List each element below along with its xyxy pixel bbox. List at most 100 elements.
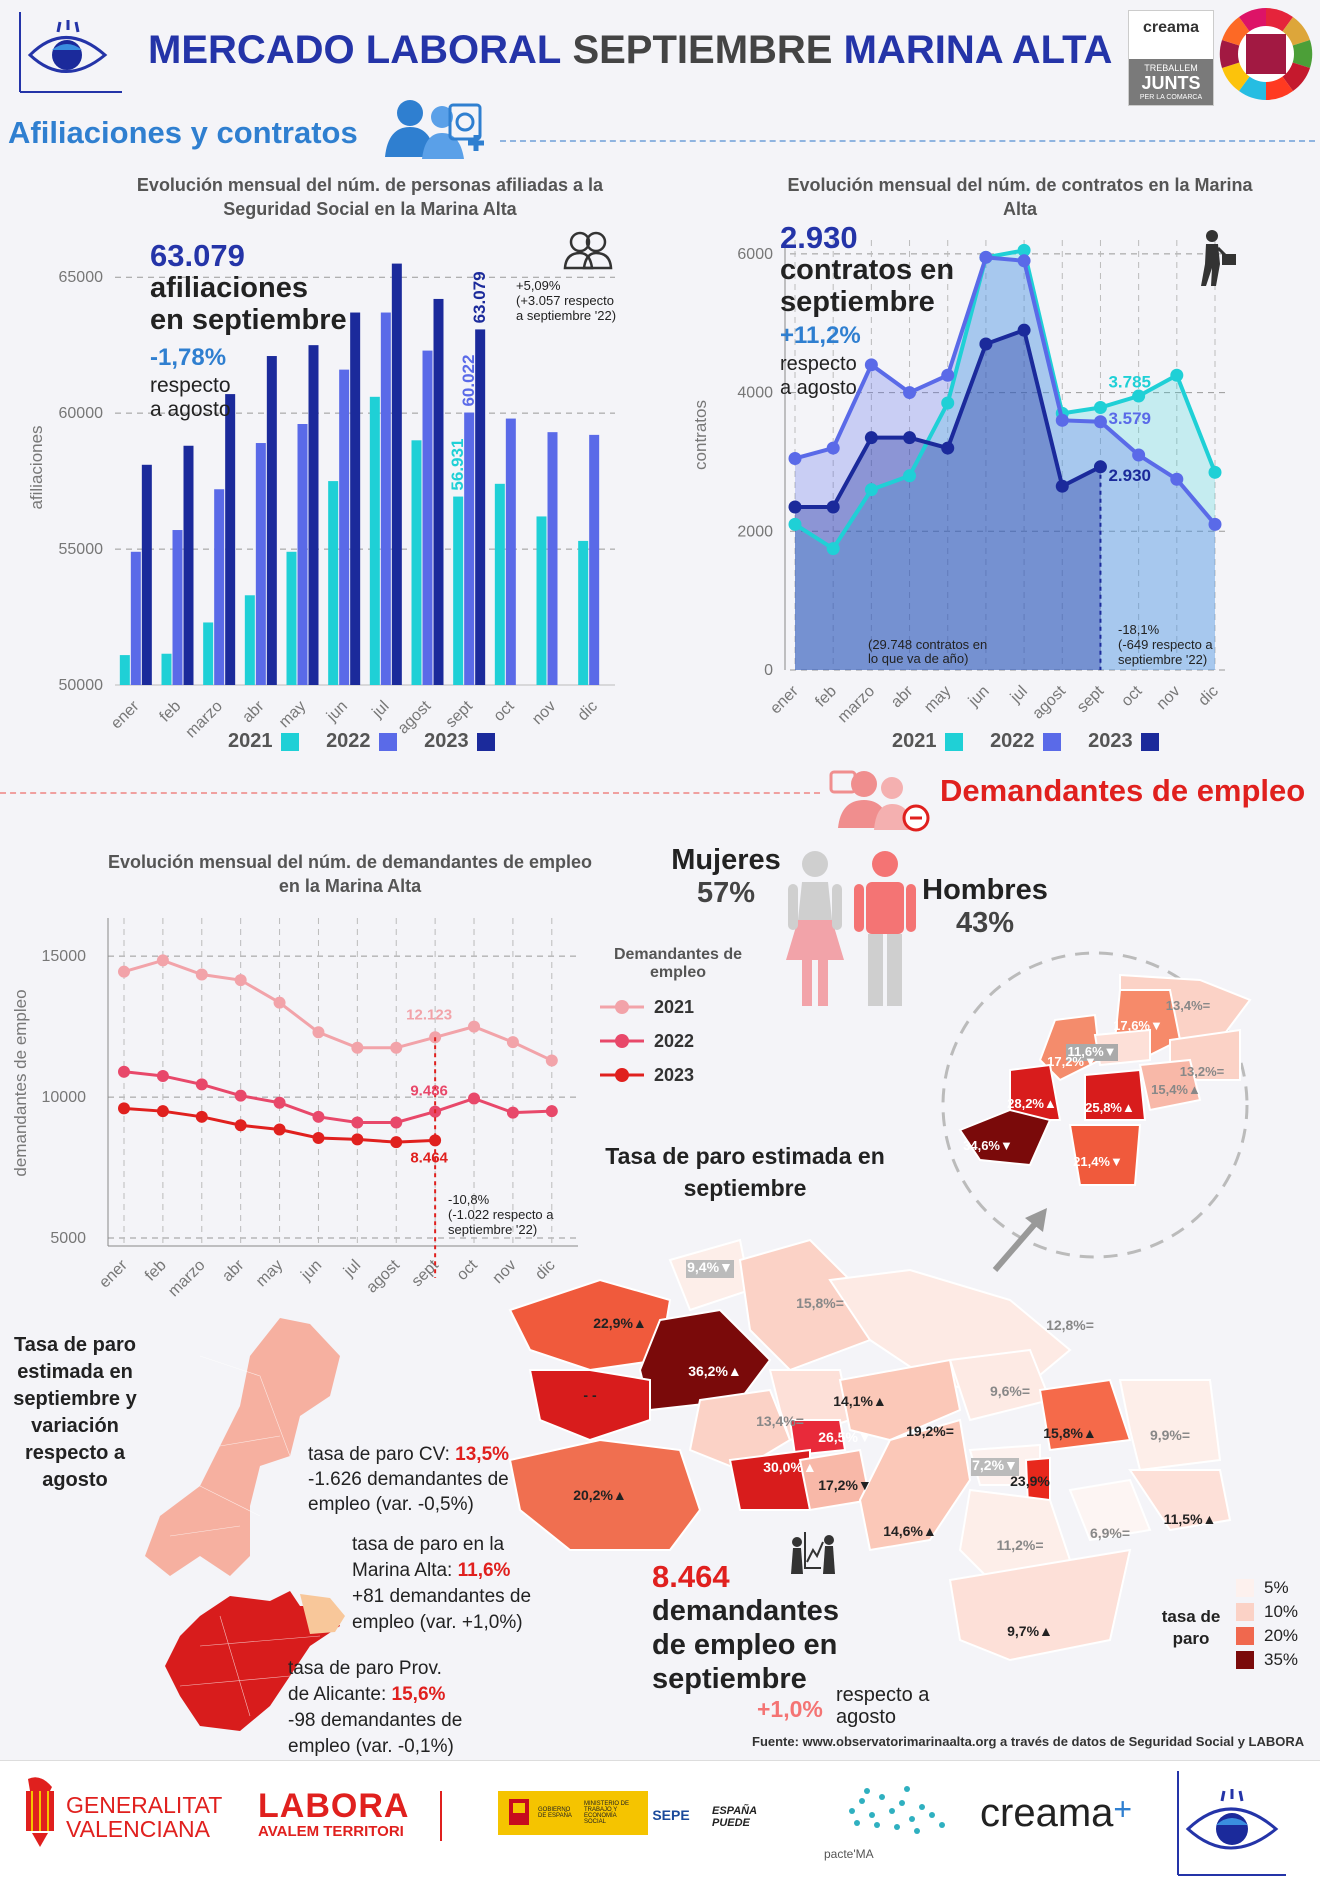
contracts-note1: (29.748 contratos en — [868, 637, 988, 652]
map-region-label: 9,9%= — [1150, 1427, 1190, 1443]
contracts-x-tick: dic — [1195, 683, 1221, 709]
contracts-x-tick: abr — [888, 682, 917, 711]
junts-box: TREBALLEM JUNTS PER LA COMARCA — [1129, 59, 1213, 105]
affiliations-data-label: 63.079 — [470, 271, 489, 323]
affiliations-legend: 2021 2022 2023 — [228, 730, 517, 753]
valencia-title1: Tasa de paro — [14, 1334, 136, 1356]
map-big-text1: demandantes — [652, 1595, 839, 1627]
legend-2023-label: 2023 — [1088, 730, 1133, 752]
demand-x-tick: jul — [340, 1257, 364, 1281]
affiliations-caption-line1: Evolución mensual del núm. de personas a… — [136, 175, 604, 195]
legend-2022-swatch — [1042, 732, 1061, 751]
map-title: Tasa de paro estimada en septiembre — [590, 1140, 900, 1204]
al-line4: empleo (var. -0,1%) — [288, 1736, 454, 1757]
legend-2023-label: 2023 — [424, 730, 469, 752]
contracts-yoy1: -18,1% — [1118, 622, 1160, 637]
demand-x-tick: ener — [96, 1256, 131, 1291]
contracts-line-2021 — [793, 248, 1217, 552]
affiliations-yoy: +5,09% (+3.057 respecto a septiembre '22… — [516, 278, 616, 323]
affiliations-y-tick: 65000 — [59, 269, 104, 286]
affiliations-bar-2022-jul — [380, 312, 391, 685]
demand-x-tick: marzo — [165, 1257, 209, 1301]
footer-creama-plus-icon: + — [1113, 1791, 1133, 1827]
men-label: Hombres — [922, 874, 1048, 906]
map-legend-title: tasa de paro — [1150, 1606, 1232, 1650]
map-region-label: 11,5%▲ — [1164, 1511, 1217, 1527]
affiliations-bar-2021-agost — [411, 440, 422, 685]
contracts-point-2021 — [788, 517, 802, 531]
contracts-point-2022 — [979, 250, 993, 264]
contracts-point-2021 — [826, 542, 840, 556]
region-21 — [1068, 1478, 1152, 1542]
map-region-label: 12,8%= — [1046, 1317, 1094, 1333]
map-headline: 8.464 demandantes de empleo en septiembr… — [652, 1560, 839, 1696]
affiliations-bar-2021-feb — [161, 653, 172, 685]
demand-yoy: -10,8% (-1.022 respecto a septiembre '22… — [448, 1192, 554, 1237]
job-seekers-icon — [829, 770, 930, 832]
demand-legend-2023-marker — [600, 1068, 644, 1082]
worker-briefcase-icon — [1201, 230, 1236, 286]
contracts-point-2021 — [1208, 465, 1222, 479]
legend-2021-label: 2021 — [892, 730, 937, 752]
map-legend-title2: paro — [1172, 1629, 1210, 1648]
demand-legend-2021: 2021 — [598, 990, 758, 1024]
demand-point-2022 — [506, 1106, 519, 1119]
affiliations-bar-2023-may — [308, 345, 319, 685]
demand-legend-2023: 2023 — [598, 1058, 758, 1092]
affiliations-data-label: 60.022 — [459, 355, 478, 407]
labora-logo: LABORA AVALEM TERRITORI — [258, 1789, 409, 1840]
contracts-change: +11,2% — [780, 322, 861, 349]
contracts-data-label: 2.930 — [1108, 466, 1151, 485]
demand-yoy3: septiembre '22) — [448, 1222, 538, 1237]
contracts-caption-line2: Alta — [1002, 199, 1037, 219]
contracts-big-number: 2.930 — [780, 220, 858, 255]
section-divider-1 — [500, 140, 1315, 142]
legend-2022-label: 2022 — [990, 730, 1035, 752]
labora-line1: LABORA — [258, 1787, 410, 1825]
zoom-region-label: 28,2%▲ — [1007, 1096, 1057, 1111]
map-region-label: 17,2%▼ — [818, 1477, 872, 1493]
region-10 — [838, 1358, 962, 1442]
demand-x-tick: sept — [409, 1256, 443, 1290]
map-legend-label: 5% — [1264, 1578, 1289, 1597]
map-region-label: - - — [583, 1387, 597, 1403]
affiliations-x-tick: abr — [239, 697, 268, 726]
affiliations-bar-2022-ener — [130, 551, 141, 685]
demand-x-tick: agost — [363, 1256, 403, 1296]
men-pct: 43% — [955, 907, 1015, 939]
contracts-area-2023 — [795, 330, 1101, 670]
demand-x-tick: feb — [142, 1257, 170, 1285]
valencia-title3: septiembre y — [13, 1388, 137, 1410]
map-legend-swatch — [1236, 1627, 1254, 1645]
contracts-point-2021 — [1017, 243, 1031, 257]
zoom-label-bg — [1066, 1044, 1118, 1061]
affiliations-x-tick: nov — [529, 698, 559, 728]
contracts-point-2023 — [864, 431, 878, 445]
affiliations-y-tick: 55000 — [59, 541, 104, 558]
contracts-area-2022 — [795, 257, 1215, 670]
header: MERCADO LABORAL SEPTIEMBRE MARINA ALTA c… — [0, 0, 1320, 110]
affiliations-bar-2021-jul — [369, 396, 380, 685]
zoom-circle — [941, 951, 1249, 1259]
map-region-label: 30,0%▲ — [763, 1459, 817, 1475]
affiliations-bar-2022-marzo — [214, 489, 225, 685]
map-legend-title1: tasa de — [1161, 1607, 1221, 1626]
women-pct: 57% — [696, 877, 756, 909]
demand-legend-title1: Demandantes de — [613, 946, 743, 963]
contracts-point-2021 — [864, 483, 878, 497]
contracts-point-2021 — [1093, 400, 1107, 414]
contracts-x-tick: nov — [1153, 683, 1183, 713]
map-region-label: 26,5%▼ — [818, 1429, 872, 1445]
legend-2022-swatch — [378, 732, 397, 751]
map-legend-label: 10% — [1264, 1602, 1299, 1621]
map-legend-label: 20% — [1264, 1626, 1299, 1645]
demand-point-2022 — [312, 1110, 325, 1123]
legend-2023-swatch — [1140, 732, 1159, 751]
al-line2-prefix: de Alicante: — [288, 1684, 392, 1705]
ministerio-text: MINISTERIO DE TRABAJO Y ECONOMÍA SOCIAL — [584, 1801, 630, 1825]
title-part3: MARINA ALTA — [843, 28, 1113, 72]
zoom-region-label: 25,8%▲ — [1085, 1100, 1135, 1115]
valencia-title2: estimada en — [17, 1361, 133, 1383]
demand-data-label: 9.486 — [410, 1083, 448, 1100]
gva-line1: GENERALITAT — [66, 1792, 223, 1818]
